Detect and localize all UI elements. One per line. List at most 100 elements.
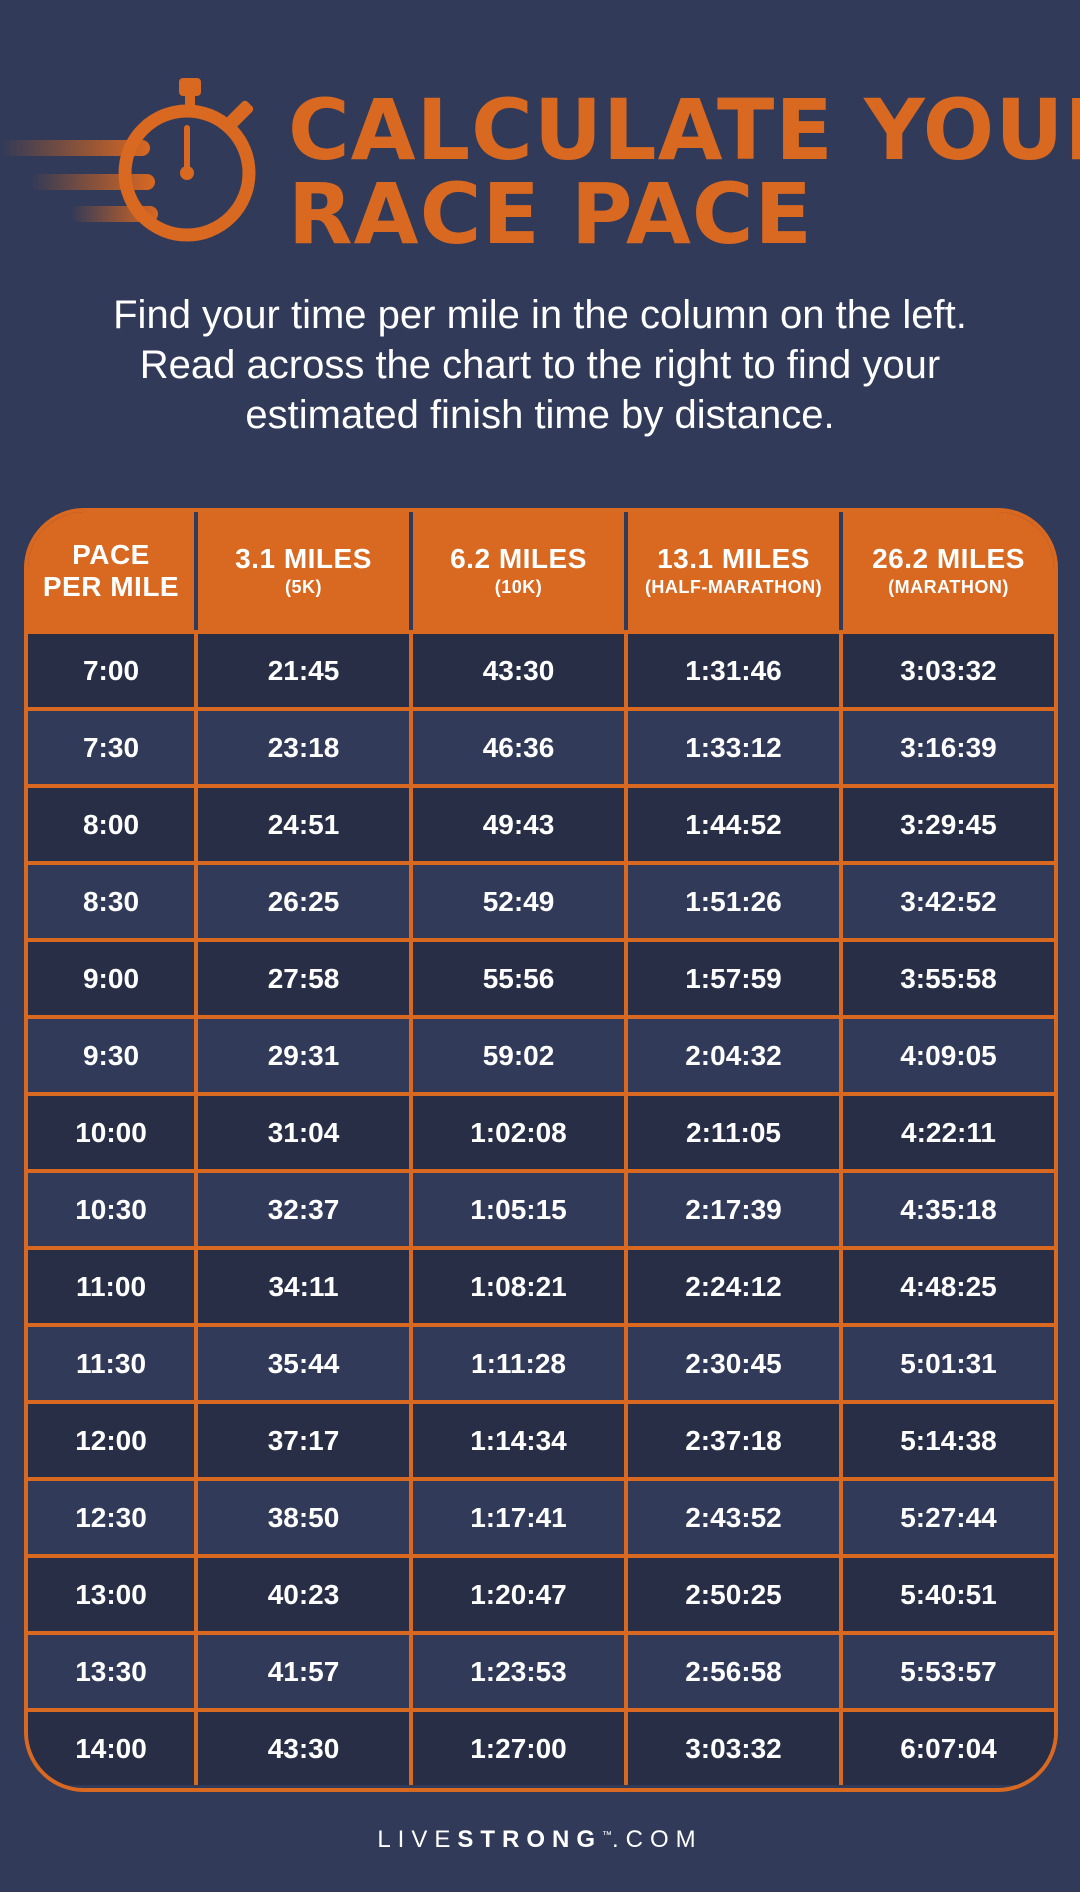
time-cell: 1:51:26 (628, 865, 843, 938)
table-row: 9:30 29:31 59:02 2:04:32 4:09:05 (28, 1015, 1054, 1092)
brand-light: LIVE (377, 1826, 458, 1853)
table-row: 12:30 38:50 1:17:41 2:43:52 5:27:44 (28, 1477, 1054, 1554)
time-cell: 5:40:51 (900, 1578, 997, 1610)
time-cell: 5:01:31 (900, 1347, 997, 1379)
column-header: 6.2 MILES (10K) (413, 512, 628, 630)
pace-cell: 13:00 (28, 1558, 198, 1631)
time-cell: 46:36 (413, 711, 628, 784)
time-cell: 2:56:58 (628, 1635, 843, 1708)
column-header-label: 13.1 MILES (657, 543, 810, 574)
title-line-2: RACE PACE (288, 165, 813, 263)
time-cell: 35:44 (198, 1327, 413, 1400)
time-cell: 3:55:58 (900, 962, 997, 994)
column-header-sub: (HALF-MARATHON) (644, 577, 823, 597)
time-cell: 2:43:52 (628, 1481, 843, 1554)
time-cell: 55:56 (413, 942, 628, 1015)
pace-cell: 12:00 (28, 1404, 198, 1477)
time-cell: 1:02:08 (413, 1096, 628, 1169)
time-cell: 2:37:18 (628, 1404, 843, 1477)
time-cell: 2:24:12 (628, 1250, 843, 1323)
time-cell: 3:03:32 (628, 1712, 843, 1785)
time-cell: 6:07:04 (900, 1732, 997, 1764)
time-cell: 4:35:18 (900, 1193, 997, 1225)
table-header: PACE PER MILE 3.1 MILES (5K) 6.2 MILES (10K) 1… (28, 512, 1054, 630)
column-header-sub: (10K) (494, 577, 543, 597)
time-cell: 23:18 (198, 711, 413, 784)
time-cell: 52:49 (413, 865, 628, 938)
pace-cell: 9:00 (28, 942, 198, 1015)
time-cell: 1:11:28 (413, 1327, 628, 1400)
time-cell: 1:57:59 (628, 942, 843, 1015)
time-cell: 43:30 (198, 1712, 413, 1785)
column-header: 13.1 MILES (HALF-MARATHON) (628, 512, 843, 630)
pace-cell: 11:00 (28, 1250, 198, 1323)
time-cell: 2:30:45 (628, 1327, 843, 1400)
table-row: 12:00 37:17 1:14:34 2:37:18 5:14:38 (28, 1400, 1054, 1477)
time-cell: 2:04:32 (628, 1019, 843, 1092)
time-cell: 1:23:53 (413, 1635, 628, 1708)
pace-cell: 10:30 (28, 1173, 198, 1246)
pace-table: PACE PER MILE 3.1 MILES (5K) 6.2 MILES (10K) 1… (24, 508, 1058, 1792)
pace-cell: 11:30 (28, 1327, 198, 1400)
column-header-label: 6.2 MILES (450, 543, 587, 574)
time-cell: 4:22:11 (901, 1116, 996, 1148)
time-cell: 3:29:45 (900, 808, 997, 840)
time-cell: 1:31:46 (628, 634, 843, 707)
time-cell: 26:25 (198, 865, 413, 938)
time-cell: 3:03:32 (900, 654, 997, 686)
pace-cell: 7:00 (28, 634, 198, 707)
time-cell: 4:09:05 (900, 1039, 997, 1071)
table-row: 10:00 31:04 1:02:08 2:11:05 4:22:11 (28, 1092, 1054, 1169)
column-header-sub: (5K) (285, 577, 322, 597)
table-row: 8:00 24:51 49:43 1:44:52 3:29:45 (28, 784, 1054, 861)
time-cell: 3:42:52 (900, 885, 997, 917)
table-body: 7:00 21:45 43:30 1:31:46 3:03:32 7:30 23:18 46:… (28, 630, 1054, 1785)
table-row: 11:30 35:44 1:11:28 2:30:45 5:01:31 (28, 1323, 1054, 1400)
time-cell: 2:17:39 (628, 1173, 843, 1246)
trademark: ™ (602, 1830, 613, 1841)
time-cell: 1:44:52 (628, 788, 843, 861)
pace-cell: 12:30 (28, 1481, 198, 1554)
pace-cell: 14:00 (28, 1712, 198, 1785)
pace-cell: 10:00 (28, 1096, 198, 1169)
column-header: 3.1 MILES (5K) (198, 512, 413, 630)
time-cell: 1:27:00 (413, 1712, 628, 1785)
brand-bold: STRONG (457, 1826, 603, 1853)
pace-cell: 8:30 (28, 865, 198, 938)
table-row: 14:00 43:30 1:27:00 3:03:32 6:07:04 (28, 1708, 1054, 1785)
time-cell: 5:14:38 (900, 1424, 997, 1456)
time-cell: 24:51 (198, 788, 413, 861)
table-row: 7:30 23:18 46:36 1:33:12 3:16:39 (28, 707, 1054, 784)
stopwatch-icon (118, 78, 256, 242)
table-row: 9:00 27:58 55:56 1:57:59 3:55:58 (28, 938, 1054, 1015)
column-header: 26.2 MILES (MARATHON) (843, 512, 1054, 630)
speed-line (0, 140, 150, 156)
time-cell: 2:50:25 (628, 1558, 843, 1631)
column-header-sub: (MARATHON) (888, 577, 1009, 597)
time-cell: 43:30 (413, 634, 628, 707)
time-cell: 5:53:57 (900, 1655, 997, 1687)
time-cell: 5:27:44 (900, 1501, 997, 1533)
column-header-label: 3.1 MILES (235, 543, 372, 574)
time-cell: 21:45 (198, 634, 413, 707)
pace-cell: 9:30 (28, 1019, 198, 1092)
time-cell: 59:02 (413, 1019, 628, 1092)
time-cell: 34:11 (198, 1250, 413, 1323)
time-cell: 32:37 (198, 1173, 413, 1246)
table-row: 13:00 40:23 1:20:47 2:50:25 5:40:51 (28, 1554, 1054, 1631)
time-cell: 29:31 (198, 1019, 413, 1092)
time-cell: 27:58 (198, 942, 413, 1015)
time-cell: 40:23 (198, 1558, 413, 1631)
title-line-1: CALCULATE YOUR (288, 81, 1080, 179)
time-cell: 1:14:34 (413, 1404, 628, 1477)
pace-cell: 7:30 (28, 711, 198, 784)
time-cell: 41:57 (198, 1635, 413, 1708)
page-title: CALCULATE YOUR RACE PACE (288, 88, 1080, 256)
time-cell: 1:17:41 (413, 1481, 628, 1554)
column-header-label: PACE (72, 539, 150, 570)
table-row: 10:30 32:37 1:05:15 2:17:39 4:35:18 (28, 1169, 1054, 1246)
pace-cell: 13:30 (28, 1635, 198, 1708)
pace-cell: 8:00 (28, 788, 198, 861)
time-cell: 1:33:12 (628, 711, 843, 784)
column-header-label: 26.2 MILES (872, 543, 1025, 574)
